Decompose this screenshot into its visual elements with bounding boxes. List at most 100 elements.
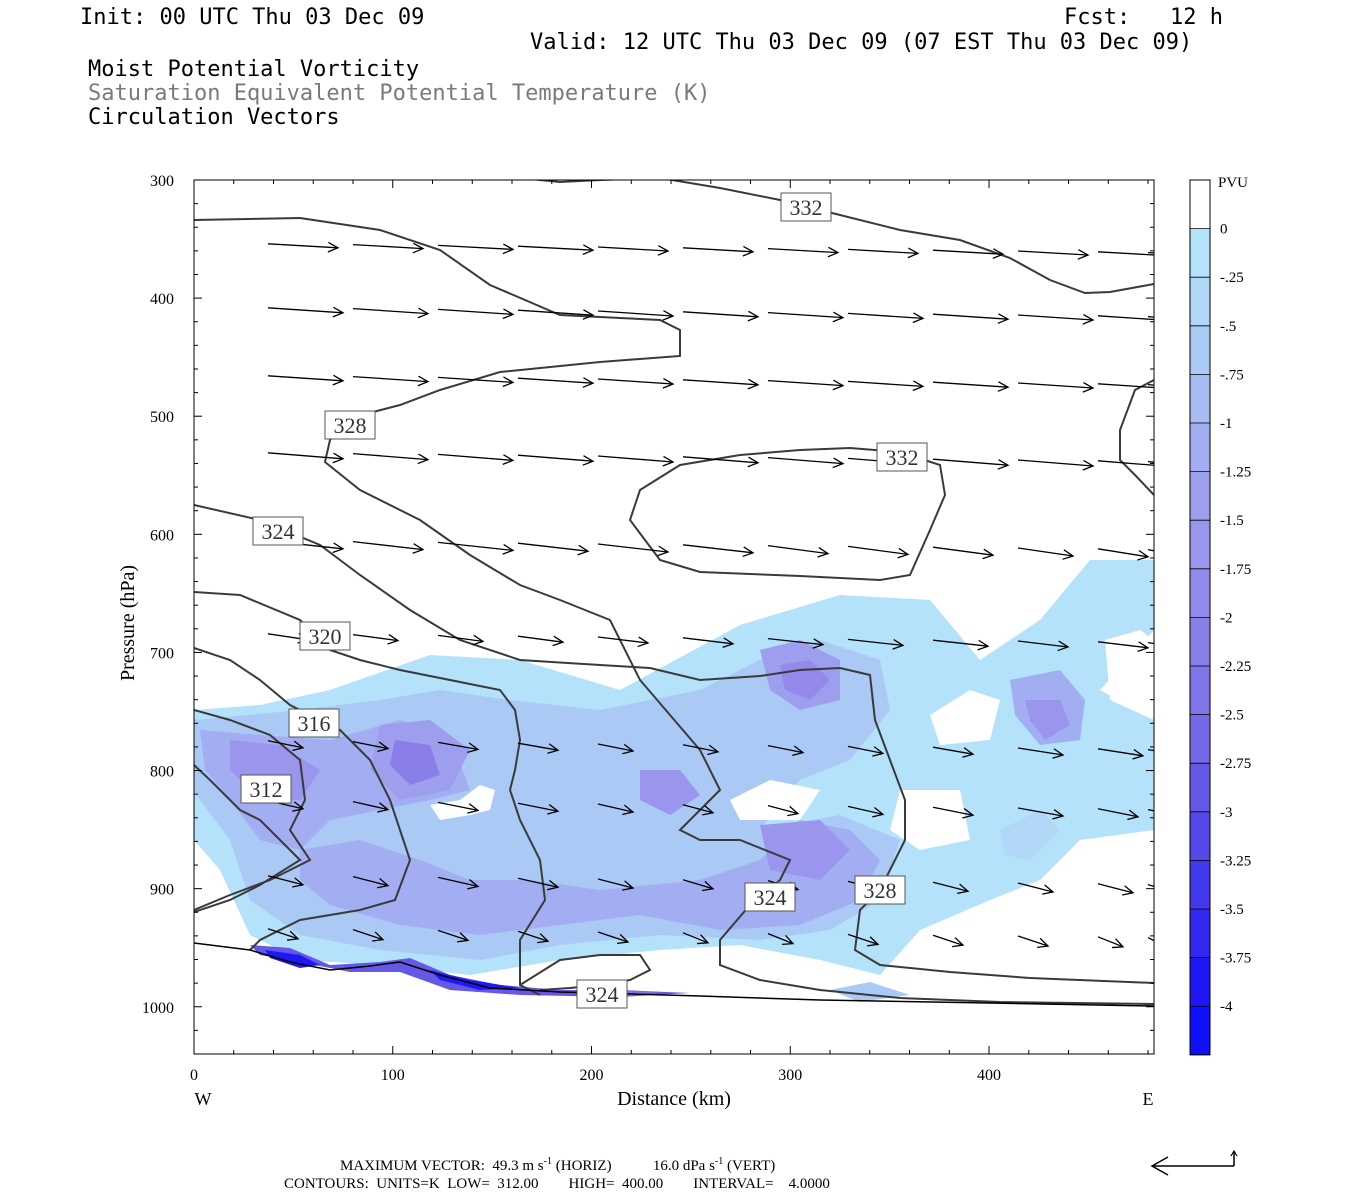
vector-head (377, 741, 390, 752)
mpv-clear-0 (430, 785, 495, 820)
vector-head (377, 878, 390, 889)
vector-arrow (932, 881, 970, 895)
vector-shaft (1017, 935, 1049, 947)
vector-arrow (597, 803, 635, 816)
vector-arrow (1147, 883, 1154, 888)
vector-shaft (437, 634, 484, 643)
colorbar-swatch (1190, 811, 1210, 861)
vector-shaft (437, 741, 479, 751)
contour-label: 332 (886, 445, 919, 470)
vector-shaft (932, 881, 969, 892)
vector-head (547, 804, 560, 815)
vector-head (702, 805, 715, 816)
vector-head (1057, 640, 1070, 652)
vector-shaft (1097, 748, 1144, 757)
vector-head (547, 743, 560, 754)
contour-label-box (299, 621, 351, 651)
vector-arrow (682, 245, 755, 257)
vert-tag: (VERT) (727, 1158, 776, 1174)
contour-label: 316 (298, 711, 331, 736)
vector-shaft (352, 875, 389, 887)
vector-arrow (517, 877, 560, 891)
mpv-clear-1 (730, 780, 820, 820)
vector-head (387, 634, 400, 645)
vector-shaft (517, 454, 594, 462)
vector-head (867, 936, 880, 947)
vector-arrow (932, 313, 1010, 324)
contour-label-box (240, 774, 292, 804)
vector-shaft (1097, 315, 1154, 321)
vector-shaft (267, 307, 344, 314)
contour-label-box (288, 708, 340, 738)
vector-shaft (1097, 548, 1149, 558)
colorbar-swatch (1190, 325, 1210, 375)
vector-head (817, 547, 830, 558)
vector-head (1052, 809, 1065, 820)
vector-shaft (437, 308, 514, 316)
vector-arrow (352, 375, 430, 387)
plot-frame (193, 179, 1155, 1055)
vector-head (832, 457, 845, 469)
vector-arrow (267, 452, 345, 464)
vector-shaft (437, 876, 479, 888)
colorbar-swatch (1190, 666, 1210, 716)
vector-arrow (847, 312, 925, 324)
vector-arrow (1097, 748, 1145, 760)
colorbar-label: -4 (1220, 999, 1233, 1015)
vector-shaft (1017, 747, 1064, 756)
vector-head (502, 243, 515, 255)
vector-head (892, 639, 905, 650)
vector-arrow (517, 244, 595, 256)
vector-arrow (352, 452, 430, 465)
vector-shaft (932, 381, 1009, 388)
vector-head (467, 742, 480, 754)
vector-head (1082, 314, 1095, 325)
vector-shaft (352, 800, 389, 811)
colorbar-label: -1.25 (1220, 465, 1251, 481)
colorbar-swatch (1190, 714, 1210, 764)
y-tick-label: 1000 (142, 1000, 174, 1017)
vector-head (372, 931, 385, 942)
theta-e-contour-5 (194, 764, 302, 913)
vector-shaft (932, 313, 1009, 320)
contour-label: 328 (864, 878, 897, 903)
vector-shaft (437, 801, 479, 812)
vector-shaft (847, 638, 904, 647)
vector-shaft (1017, 250, 1089, 256)
vector-shaft (682, 379, 759, 386)
vector-shaft (437, 541, 514, 552)
vector-arrow (517, 635, 565, 647)
contour-label-box (876, 442, 928, 472)
vector-arrow (597, 245, 670, 256)
vector-arrow (1017, 459, 1095, 471)
vector-shaft (267, 875, 304, 886)
surface-line (194, 942, 1154, 1007)
vector-head (292, 877, 305, 888)
vector-shaft (682, 804, 714, 814)
vector-arrow (682, 932, 710, 945)
vector-arrow (1097, 251, 1154, 256)
vector-arrow (1017, 547, 1075, 560)
vector-head (327, 241, 340, 253)
vector-head (412, 242, 425, 254)
vector-head (957, 883, 970, 895)
vector-arrow (1097, 315, 1154, 321)
vector-arrow (597, 743, 635, 755)
vector-shaft (597, 636, 649, 644)
contour-label-box (576, 979, 628, 1009)
contour-label: 328 (334, 413, 367, 438)
vector-shaft (767, 456, 844, 465)
vector-arrow (1017, 640, 1070, 652)
vector-head (696, 934, 710, 945)
colorbar-label: -2 (1220, 610, 1233, 626)
vector-head (722, 637, 735, 648)
vector-shaft (1097, 251, 1154, 256)
vector-head (657, 245, 670, 256)
vector-head (292, 740, 305, 752)
vector-arrow (517, 742, 560, 754)
contour-label-box (744, 882, 796, 912)
vector-head (962, 808, 975, 819)
vector-arrow (597, 931, 630, 945)
vector-head (962, 747, 975, 758)
